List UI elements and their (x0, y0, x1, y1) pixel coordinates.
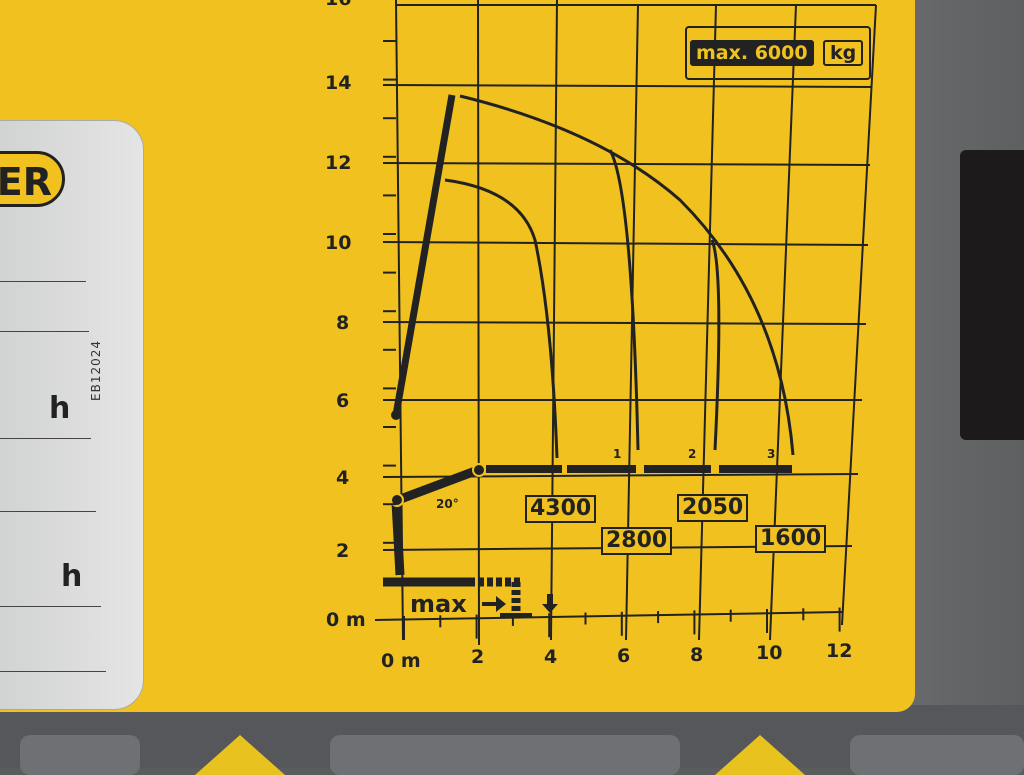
grid-line-horizontal (382, 321, 867, 325)
grid-line-horizontal (382, 162, 871, 166)
x-tick: 2 (471, 646, 485, 668)
angle-label: 20° (436, 497, 459, 511)
grid-line-horizontal (374, 611, 843, 621)
grid-line-vertical (550, 0, 558, 641)
grid-line-horizontal (382, 84, 873, 88)
service-plate: ER h h EB12024 (0, 120, 144, 710)
y-tick: 0 m (326, 609, 366, 631)
x-tick: 0 m (381, 650, 421, 672)
load-value: 2050 (677, 494, 749, 522)
plate-line (0, 511, 96, 512)
boom-raised (392, 94, 456, 416)
boom-position-label: 1 (613, 447, 622, 461)
y-tick: 10 (325, 232, 352, 254)
load-value: 1600 (755, 525, 827, 553)
boom-pivot (391, 410, 401, 420)
plate-line (0, 606, 101, 607)
load-value: 4300 (525, 495, 597, 523)
reach-curve-inner (444, 178, 559, 459)
boom-joint (472, 463, 486, 477)
boom-position-label: 2 (688, 447, 697, 461)
plate-line (0, 438, 91, 439)
y-tick: 2 (336, 540, 350, 562)
load-value: 2800 (601, 527, 673, 555)
crane-column (391, 501, 405, 576)
x-tick: 8 (690, 644, 704, 666)
reach-curve-1 (608, 149, 640, 451)
hour-unit: h (61, 559, 83, 594)
reach-curve-2 (710, 239, 721, 451)
unit-label: kg (823, 40, 864, 66)
inner-boom (396, 465, 480, 505)
plate-line (0, 331, 89, 332)
grid-line-horizontal (382, 241, 869, 246)
max-load-label: max. 6000 (690, 40, 814, 66)
brand-logo: ER (0, 151, 65, 207)
x-tick: 4 (544, 646, 558, 668)
max-load-box (685, 26, 871, 80)
max-outreach-label: max (410, 590, 467, 618)
y-tick: 8 (336, 312, 350, 334)
reach-curve-outer (459, 94, 795, 456)
y-tick: 16 (325, 0, 351, 10)
boom-joint (390, 493, 404, 507)
hour-unit: h (49, 391, 71, 426)
y-tick: 12 (325, 152, 352, 174)
x-tick: 6 (617, 645, 631, 667)
housing-window (960, 150, 1024, 440)
grid-line-vertical (841, 4, 877, 626)
arrow-right-icon (482, 596, 506, 612)
x-tick: 12 (826, 640, 853, 662)
y-tick: 6 (336, 390, 350, 412)
load-chart-sticker: ER h h EB12024 (0, 0, 915, 712)
plate-line (0, 281, 86, 282)
arrow-down-icon (542, 594, 558, 613)
y-tick: 4 (336, 467, 350, 489)
x-tick: 10 (756, 642, 783, 664)
y-tick: 14 (325, 72, 352, 94)
boom-position-label: 3 (767, 447, 776, 461)
plate-line (0, 671, 106, 672)
